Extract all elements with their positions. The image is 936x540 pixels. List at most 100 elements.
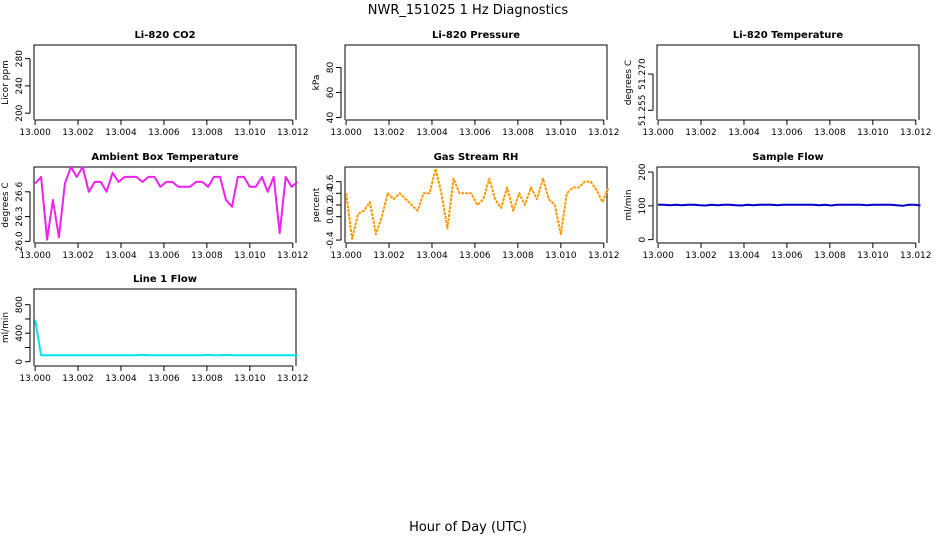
x-tick-label: 13.002 <box>62 374 94 384</box>
x-tick-label: 13.012 <box>900 128 932 138</box>
x-tick-label: 13.012 <box>277 251 309 261</box>
y-tick-label: 200 <box>638 163 648 180</box>
x-tick-label: 13.012 <box>588 128 620 138</box>
x-tick-label: 13.008 <box>814 251 846 261</box>
y-tick-label: 280 <box>15 50 25 67</box>
y-axis-label: degrees C <box>1 182 11 227</box>
y-tick-label: 26.6 <box>15 181 25 201</box>
y-tick-label: 200 <box>15 104 25 121</box>
y-tick-label: 800 <box>15 296 25 313</box>
x-tick-label: 13.006 <box>771 251 803 261</box>
x-tick-label: 13.010 <box>234 374 266 384</box>
x-tick-label: 13.000 <box>330 251 362 261</box>
y-axis-label: kPa <box>312 75 322 91</box>
chart-panel: Line 1 Flow 13.000 13.002 13.004 13.006 13.00… <box>1 274 309 384</box>
panel-title: Sample Flow <box>752 152 824 163</box>
plot-frame <box>344 44 608 120</box>
y-tick-label: 240 <box>15 77 25 94</box>
y-tick-label: 51.255 <box>638 95 648 127</box>
x-tick-label: 13.004 <box>105 374 137 384</box>
x-tick-label: 13.008 <box>502 251 534 261</box>
y-axis-label: ml/min <box>1 312 11 343</box>
x-tick-label: 13.010 <box>857 251 889 261</box>
x-tick-label: 13.010 <box>545 251 577 261</box>
plot-frame <box>656 44 920 120</box>
y-tick-label: 100 <box>638 197 648 214</box>
panel-title: Gas Stream RH <box>434 152 519 163</box>
x-tick-label: 13.002 <box>62 128 94 138</box>
x-tick-label: 13.002 <box>373 128 405 138</box>
series-line <box>345 167 610 240</box>
x-tick-label: 13.000 <box>19 251 51 261</box>
plot-frame <box>344 166 608 243</box>
chart-panel: Li-820 Pressure 13.000 13.002 13.004 13.006 1… <box>312 30 620 138</box>
x-tick-label: 13.000 <box>19 374 51 384</box>
y-tick-label: -0.4 <box>326 231 336 249</box>
x-tick-label: 13.010 <box>545 128 577 138</box>
plot-frame <box>33 44 297 120</box>
x-tick-label: 13.012 <box>277 374 309 384</box>
y-tick-label: 26.3 <box>15 207 25 227</box>
x-tick-label: 13.002 <box>685 128 717 138</box>
figure-title: NWR_151025 1 Hz Diagnostics <box>368 3 569 18</box>
figure-x-axis-label: Hour of Day (UTC) <box>409 520 527 535</box>
chart-panel: Li-820 CO2 13.000 13.002 13.004 13.006 13.008… <box>1 30 309 138</box>
panels-grid: Li-820 CO2 13.000 13.002 13.004 13.006 13.008… <box>1 30 932 384</box>
y-axis-label: Licor ppm <box>1 60 11 105</box>
x-tick-label: 13.004 <box>728 251 760 261</box>
y-tick-label: 0.4 <box>326 186 336 201</box>
x-tick-label: 13.006 <box>148 128 180 138</box>
x-tick-label: 13.000 <box>642 128 674 138</box>
y-tick-label: 0.2 <box>326 198 336 212</box>
series-line <box>34 166 299 241</box>
y-tick-label: 400 <box>15 324 25 341</box>
x-tick-label: 13.000 <box>642 251 674 261</box>
x-tick-label: 13.006 <box>148 374 180 384</box>
x-tick-label: 13.002 <box>685 251 717 261</box>
x-tick-label: 13.008 <box>814 128 846 138</box>
x-tick-label: 13.004 <box>105 251 137 261</box>
x-tick-label: 13.010 <box>857 128 889 138</box>
x-tick-label: 13.000 <box>330 128 362 138</box>
x-tick-label: 13.012 <box>588 251 620 261</box>
series-line <box>658 203 921 207</box>
chart-panel: Li-820 Temperature 13.000 13.002 13.004 13.0… <box>624 30 932 138</box>
panel-title: Line 1 Flow <box>133 274 197 285</box>
x-tick-label: 13.004 <box>416 251 448 261</box>
x-tick-label: 13.004 <box>416 128 448 138</box>
x-tick-label: 13.010 <box>234 128 266 138</box>
y-tick-label: 40 <box>326 112 336 124</box>
chart-panel: Ambient Box Temperature 13.000 13.002 13.00… <box>1 152 309 261</box>
x-tick-label: 13.004 <box>105 128 137 138</box>
y-tick-label: 80 <box>326 62 336 74</box>
y-tick-label: 0 <box>15 359 25 365</box>
y-tick-label: 26.0 <box>15 231 25 251</box>
x-tick-label: 13.000 <box>19 128 51 138</box>
x-tick-label: 13.008 <box>502 128 534 138</box>
plot-frame <box>33 288 297 366</box>
x-tick-label: 13.006 <box>771 128 803 138</box>
x-tick-label: 13.004 <box>728 128 760 138</box>
x-tick-label: 13.002 <box>373 251 405 261</box>
y-tick-label: 51.270 <box>638 58 648 90</box>
x-tick-label: 13.010 <box>234 251 266 261</box>
x-tick-label: 13.002 <box>62 251 94 261</box>
x-tick-label: 13.008 <box>191 128 223 138</box>
series-line <box>34 319 298 357</box>
x-tick-label: 13.012 <box>277 128 309 138</box>
y-axis-label: ml/min <box>624 189 634 220</box>
chart-panel: Sample Flow 13.000 13.002 13.004 13.006 13.00… <box>624 152 932 261</box>
plot-frame <box>33 166 297 243</box>
panel-title: Ambient Box Temperature <box>91 152 238 163</box>
y-tick-label: 60 <box>326 87 336 99</box>
x-tick-label: 13.012 <box>900 251 932 261</box>
y-tick-label: 0 <box>638 236 648 242</box>
y-tick-label: 0.0 <box>326 209 336 224</box>
x-tick-label: 13.008 <box>191 251 223 261</box>
x-tick-label: 13.006 <box>459 251 491 261</box>
x-tick-label: 13.006 <box>459 128 491 138</box>
y-tick-label: 0.6 <box>326 174 336 189</box>
panel-title: Li-820 Pressure <box>432 30 520 41</box>
panel-title: Li-820 CO2 <box>134 30 195 41</box>
